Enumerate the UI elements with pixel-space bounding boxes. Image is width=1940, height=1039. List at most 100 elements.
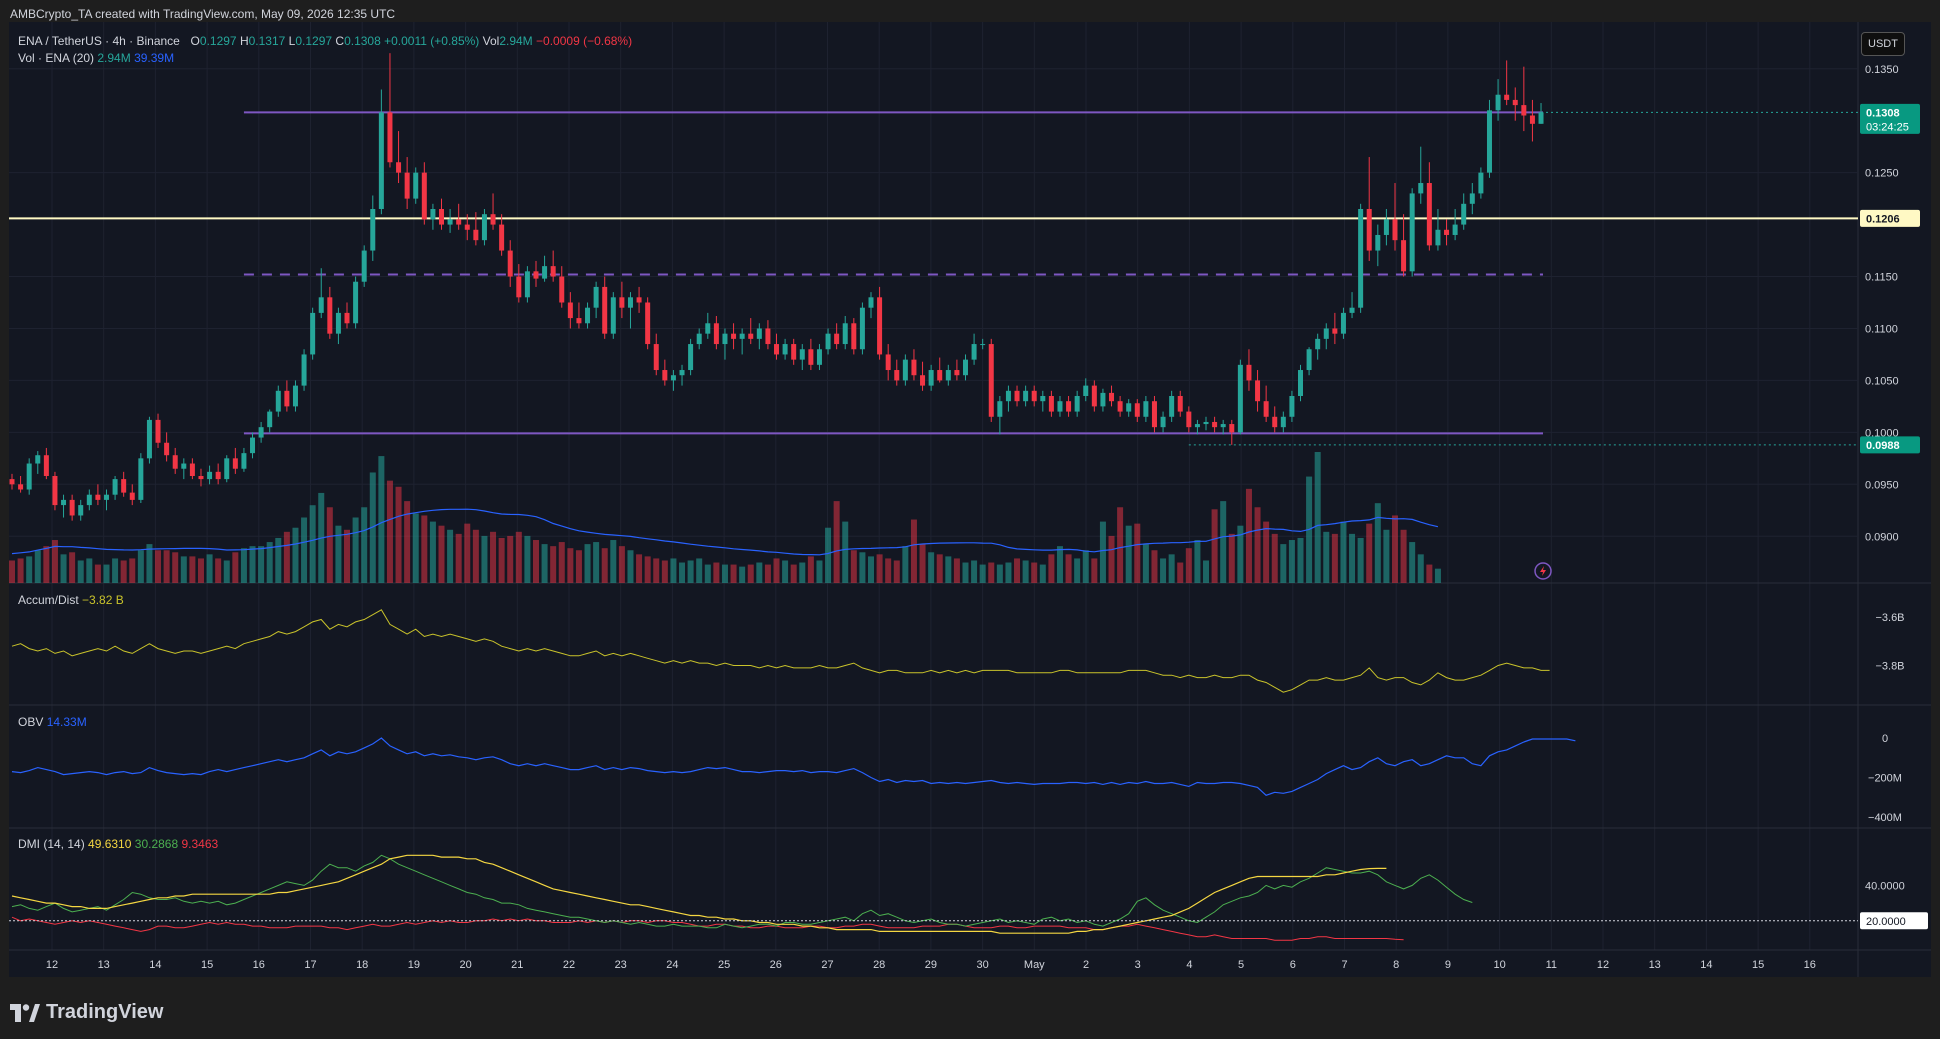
candle-body: [559, 276, 565, 303]
volume-bar: [541, 544, 548, 583]
last-price-label-bg: [1860, 103, 1920, 134]
accum-dist-label[interactable]: Accum/Dist: [18, 593, 79, 607]
volume-bar: [429, 521, 436, 583]
dmi-plus-value: 30.2868: [134, 837, 179, 851]
candle-body: [121, 479, 127, 493]
volume-bar: [816, 560, 823, 583]
volume-bar: [69, 552, 76, 583]
x-tick-label: 6: [1290, 959, 1296, 971]
volume-bar: [26, 556, 33, 583]
dmi-level-label: 20.0000: [1866, 916, 1906, 928]
candle-body: [1040, 396, 1046, 402]
legend-c-label: C: [335, 34, 345, 48]
volume-bar: [352, 517, 359, 583]
candle-body: [284, 390, 290, 407]
volume-bar: [962, 562, 969, 583]
currency-button[interactable]: USDT: [1861, 32, 1905, 56]
candle-body: [1426, 183, 1432, 246]
main-legend: ENA / TetherUS · 4h · Binance O0.1297 H0…: [18, 34, 632, 48]
candle-body: [1289, 396, 1295, 417]
volume-bar: [361, 507, 368, 583]
x-tick-label: 14: [1700, 959, 1712, 971]
volume-indicator-name[interactable]: Vol · ENA (20): [18, 51, 95, 65]
volume-bar: [137, 550, 144, 583]
x-tick-label: 15: [201, 959, 213, 971]
candle-body: [1151, 401, 1157, 428]
volume-bar: [395, 486, 402, 583]
candle-body: [636, 297, 642, 303]
obv-label[interactable]: OBV: [18, 715, 44, 729]
volume-bar: [326, 507, 333, 583]
volume-bar: [971, 560, 978, 583]
volume-bar: [1228, 533, 1235, 583]
volume-legend: Vol · ENA (20) 2.94M 39.39M: [18, 51, 174, 65]
candle-body: [155, 419, 161, 443]
candle-body: [911, 359, 917, 376]
candle-body: [696, 333, 702, 345]
legend-symbol[interactable]: ENA / TetherUS · 4h · Binance: [18, 34, 180, 48]
volume-bar: [910, 519, 917, 583]
accum-dist-line: [11, 609, 1550, 693]
accum-tick-label: −3.6B: [1875, 612, 1904, 624]
volume-bar: [412, 513, 419, 583]
volume-bar: [850, 550, 857, 583]
volume-bar: [1383, 529, 1390, 583]
x-tick-label: 4: [1186, 959, 1192, 971]
candle-body: [550, 266, 556, 277]
volume-bar: [1168, 554, 1175, 583]
candle-body: [756, 328, 762, 339]
legend-low: 0.1297: [295, 34, 333, 48]
volume-bar: [885, 558, 892, 583]
candle-body: [945, 370, 951, 381]
candle-body: [1220, 424, 1226, 428]
candle-body: [439, 209, 444, 225]
candle-body: [885, 354, 891, 371]
candle-body: [619, 297, 625, 308]
volume-bar: [146, 544, 153, 583]
volume-bar: [421, 515, 428, 583]
volume-bar: [618, 546, 625, 583]
price-tick-label: 0.1350: [1865, 64, 1899, 76]
candle-body: [1255, 380, 1261, 402]
dmi-adx-value: 49.6310: [88, 837, 132, 851]
candle-body: [224, 458, 230, 480]
volume-bar: [1254, 507, 1261, 583]
volume-bar: [1160, 558, 1167, 583]
volume-bar: [575, 550, 582, 583]
swing-low-label: 0.0988: [1866, 440, 1900, 452]
x-tick-label: 13: [1649, 959, 1661, 971]
x-tick-label: 18: [356, 959, 368, 971]
volume-bar: [756, 562, 763, 583]
candle-body: [1504, 94, 1510, 100]
accum-dist-value: −3.82 B: [82, 593, 124, 607]
volume-bar: [1099, 521, 1106, 583]
volume-bar: [593, 542, 600, 583]
x-tick-label: 10: [1493, 959, 1505, 971]
candle-body: [353, 281, 359, 324]
candle-body: [198, 475, 204, 480]
volume-bar: [1065, 554, 1072, 583]
candle-body: [851, 323, 857, 350]
candle-body: [679, 370, 685, 376]
volume-ma-value: 39.39M: [134, 51, 175, 65]
candle-body: [215, 471, 221, 480]
candle-body: [1469, 193, 1475, 204]
plot-background: [9, 22, 1858, 977]
volume-bar: [301, 517, 308, 583]
volume-ma-line: [11, 508, 1439, 556]
volume-bar: [1125, 525, 1132, 583]
volume-bar: [232, 552, 239, 583]
volume-bar: [567, 548, 574, 583]
obv-legend: OBV 14.33M: [18, 715, 87, 729]
candle-body: [1478, 172, 1484, 194]
candle-body: [1349, 307, 1355, 313]
candle-body: [739, 333, 745, 339]
volume-bar: [472, 529, 479, 583]
dmi-label[interactable]: DMI (14, 14): [18, 837, 85, 851]
volume-bar: [1374, 503, 1381, 583]
tradingview-brand[interactable]: TradingView: [10, 1001, 163, 1024]
x-tick-label: 2: [1083, 959, 1089, 971]
volume-bar: [258, 546, 265, 583]
volume-bar: [936, 554, 943, 583]
